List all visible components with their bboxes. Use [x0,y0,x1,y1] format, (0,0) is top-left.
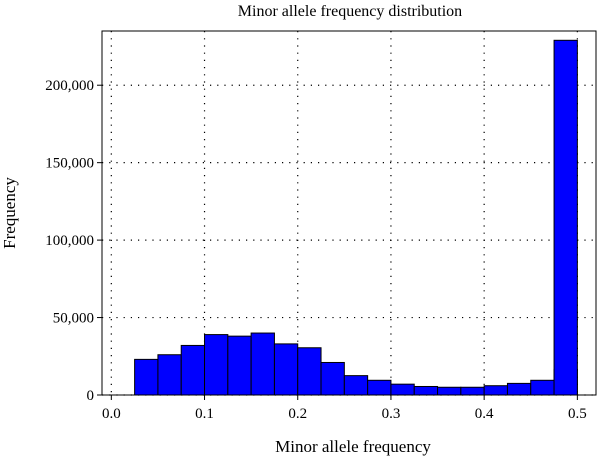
histogram-bar [530,379,555,396]
x-tick-label: 0.1 [195,406,214,422]
histogram-bar-peak [553,39,578,396]
y-tick-label: 200,000 [45,78,94,94]
plot-frame [101,30,597,396]
histogram-bar [506,382,532,396]
x-tick-label: 0.3 [382,406,401,422]
histogram-bar [390,383,415,396]
x-tick-label: 0.2 [288,406,307,422]
y-axis-label: Frequency [0,177,19,249]
y-tick-label: 100,000 [45,233,94,249]
histogram-bar [157,354,182,396]
y-tick-label: 0 [87,388,95,404]
histogram-bar [227,335,252,396]
x-axis-label: Minor allele frequency [275,437,431,456]
y-tick-label: 150,000 [45,156,94,172]
x-tick-label: 0.0 [102,406,121,422]
histogram-bar [297,347,322,396]
x-tick-label: 0.4 [475,406,494,422]
grid-lines [102,31,596,396]
histogram-bar [250,332,275,396]
histogram-bar [413,385,439,396]
histogram-bar [320,361,345,396]
chart-title: Minor allele frequency distribution [238,3,462,20]
histogram-bar [367,379,392,396]
histogram-bar [273,343,299,396]
histogram-bar [483,385,508,396]
axes [97,30,597,400]
histogram-bar [437,386,462,396]
tick-labels: 0.0 0.1 0.2 0.3 0.4 0.5 0 50,000 100,000 150,000 2… [45,78,586,422]
y-tick-label: 50,000 [53,311,94,327]
histogram-bar [343,375,369,396]
histogram-bars [134,39,578,396]
histogram-bar [460,386,485,396]
x-tick-label: 0.5 [568,406,587,422]
histogram-bar [204,334,229,396]
histogram-bar [180,344,206,396]
histogram-bar [134,358,159,396]
